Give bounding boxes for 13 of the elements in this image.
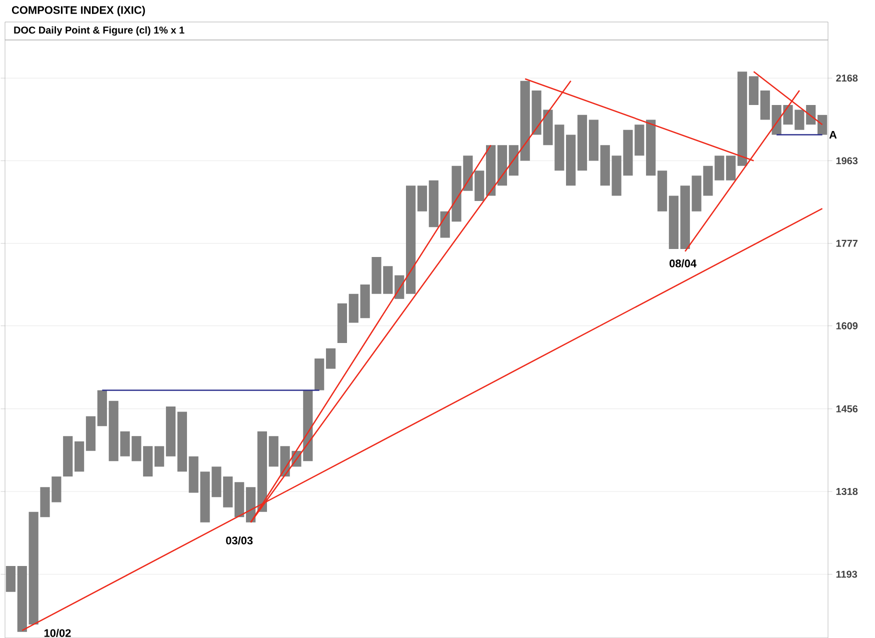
y-tick-label: 1456 xyxy=(836,405,858,412)
y-tick-label: 1777 xyxy=(836,240,858,247)
y-tick-label: 1609 xyxy=(836,322,858,330)
y-tick-label: 2168 xyxy=(836,74,858,82)
annotation: 03/03 xyxy=(226,536,253,545)
y-tick-label: 1193 xyxy=(836,570,858,578)
annotation: 10/02 xyxy=(44,628,71,638)
y-tick-label: 1963 xyxy=(836,157,858,164)
text: A xyxy=(829,131,837,139)
y-tick-label: 1318 xyxy=(836,488,858,496)
chart-title: COMPOSITE INDEX (IXIC) xyxy=(12,6,145,16)
chart-subtitle: DOC Daily Point & Figure (cl) 1% x 1 xyxy=(14,26,184,36)
annotation: 08/04 xyxy=(670,259,696,268)
